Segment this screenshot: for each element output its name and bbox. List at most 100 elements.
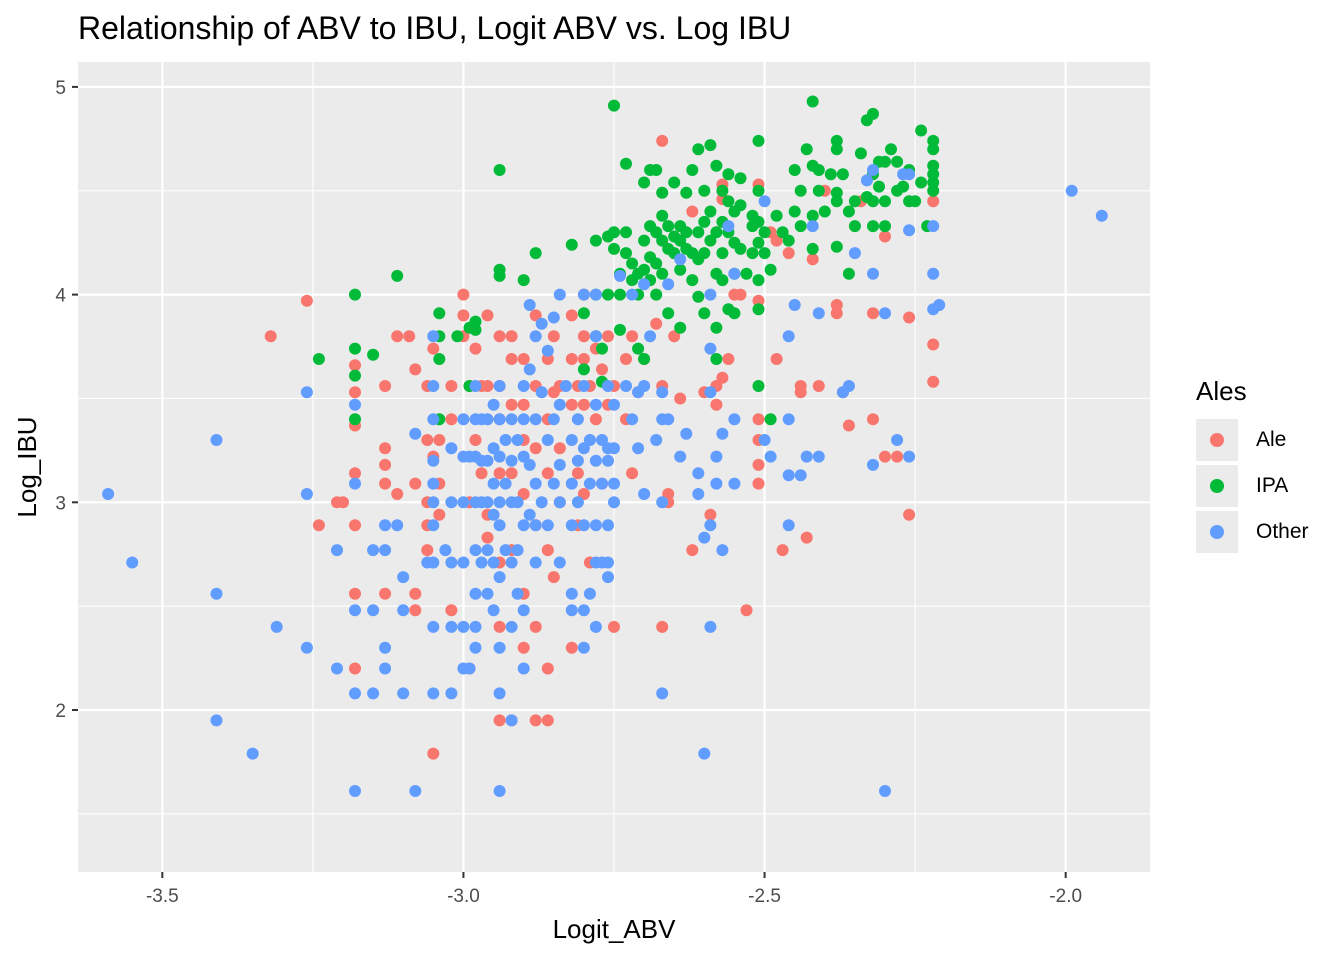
other-point [602,556,614,569]
other-point [493,571,506,584]
ipa-point [680,186,693,199]
ipa-point [349,288,361,301]
ipa-point [746,247,759,260]
other-point [367,687,380,700]
ipa-point [854,147,867,160]
ipa-point [764,413,777,426]
ipa-point [716,184,729,197]
ipa-point [836,168,849,181]
ipa-point [469,315,482,328]
ale-point [505,353,518,365]
ale-point [800,531,813,544]
other-point [427,687,440,700]
other-point [710,450,723,463]
other-point [867,458,879,471]
other-point [427,556,440,569]
other-point [571,454,584,467]
ale-point [553,442,566,455]
other-point [349,604,361,617]
ipa-point [656,234,669,247]
other-point [656,386,669,399]
ale-point [445,604,458,617]
other-point [493,519,506,532]
ale-point [770,234,783,247]
other-point [728,477,741,490]
ale-point [541,467,554,480]
ipa-point [812,184,825,197]
ale-point [541,714,554,727]
other-point [529,556,542,569]
ale-point [517,353,530,365]
ipa-point [638,234,651,247]
other-point [728,267,741,280]
ale-point [565,353,578,365]
other-point [716,544,729,557]
ipa-point [752,303,765,316]
other-point [457,496,470,509]
other-point [577,442,590,455]
other-point [553,288,566,301]
other-point [674,450,687,463]
other-point [505,454,518,467]
ale-point [752,477,765,490]
ale-point [903,311,916,324]
other-point [511,544,524,557]
ipa-point [620,247,632,260]
ale-point [752,458,765,471]
other-point [602,454,614,467]
ale-point [421,434,434,446]
other-point [379,519,392,532]
ale-point [541,353,554,365]
ipa-point [710,321,723,334]
other-point [210,587,223,600]
other-point [409,785,422,797]
other-point [391,519,404,532]
ipa-point [349,342,361,355]
ipa-point [879,155,891,168]
other-point [529,413,542,426]
ale-point [710,398,723,411]
ipa-point [752,236,765,249]
other-point [764,450,777,463]
other-point [589,519,602,532]
ale-point [505,330,518,343]
ale-point [867,413,879,426]
ipa-point [734,242,747,255]
other-point [698,747,711,760]
other-point [445,620,458,633]
other-point [596,477,608,490]
ale-point [927,375,940,388]
ale-point [493,620,506,633]
ipa-point [493,164,506,176]
ipa-point [927,143,940,156]
other-point [487,556,500,569]
y-axis-label: Log_IBU [12,416,42,517]
ale-point [529,714,542,727]
ipa-point [704,205,717,218]
other-point [469,587,482,600]
legend-item-ale: Ale [1196,417,1309,463]
other-point [469,380,482,392]
ale-point [547,330,560,343]
ale-point [752,413,765,426]
other-point [300,641,313,654]
other-point [499,434,512,446]
ipa-point [794,184,807,197]
chart-title: Relationship of ABV to IBU, Logit ABV vs… [78,10,792,46]
ipa-point [806,209,819,222]
other-point [565,587,578,600]
ipa-point [602,288,614,301]
ale-point [409,363,422,376]
other-point [547,413,560,426]
ale-point [349,587,361,600]
other-point [547,311,560,324]
other-point [782,469,795,482]
ipa-point [517,274,530,287]
other-point [565,519,578,532]
ale-point [445,413,458,426]
ipa-point [656,186,669,199]
ale-point [830,299,843,311]
other-point [903,224,916,237]
ale-point [433,434,446,446]
